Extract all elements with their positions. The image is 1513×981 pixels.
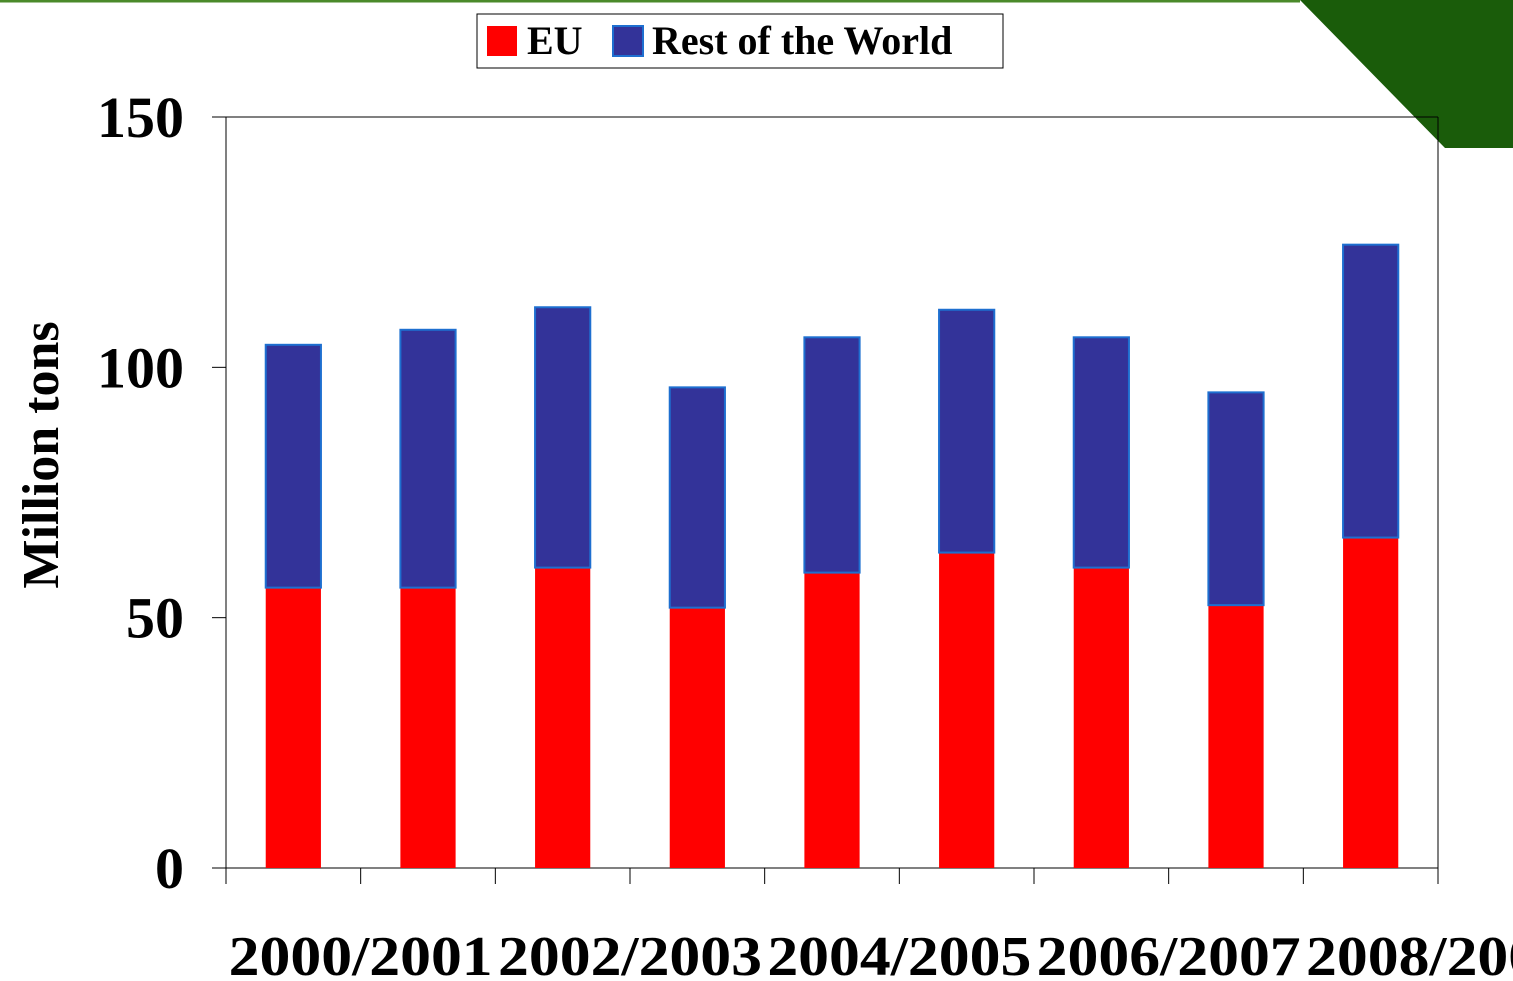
y-axis-ticks: 0 50 100 150: [97, 85, 226, 901]
legend-label-rest-of-world: Rest of the World: [652, 18, 952, 63]
y-tick-label: 50: [126, 586, 184, 651]
bar-segment-rest-of-world: [1342, 243, 1400, 539]
legend-box: [476, 13, 1004, 69]
x-tick-label: 2008/2009: [1306, 926, 1513, 981]
x-axis-ticks: 2000/2001 2002/2003 2004/2005 2006/2007 2008…: [225, 868, 1513, 981]
bar-segment-rest-of-world: [399, 328, 457, 589]
bar-segment-rest-of-world: [264, 343, 322, 589]
x-tick-label: 2002/2003: [498, 926, 762, 981]
bar-segment-eu: [1073, 567, 1129, 868]
legend: EU Rest of the World: [476, 13, 1004, 69]
bar-segment-eu: [400, 587, 456, 868]
bar-segment-rest-of-world: [803, 336, 861, 574]
bars: [264, 243, 1400, 868]
x-tick-label: 2004/2005: [767, 926, 1031, 981]
bar-segment-rest-of-world: [1072, 336, 1130, 569]
bar-segment-rest-of-world: [534, 306, 592, 569]
y-tick-label: 150: [97, 85, 184, 150]
bar-segment-eu: [1343, 537, 1399, 868]
bar-segment-eu: [265, 587, 321, 868]
bar-segment-eu: [939, 552, 995, 868]
x-tick-label: 2000/2001: [229, 926, 493, 981]
bar-segment-eu: [1208, 605, 1264, 868]
y-tick-label: 0: [155, 836, 184, 901]
legend-label-eu: EU: [527, 18, 583, 63]
bar-segment-eu: [804, 572, 860, 868]
bar-segment-rest-of-world: [938, 308, 996, 554]
legend-swatch-eu: [487, 26, 517, 56]
x-tick-label: 2006/2007: [1037, 926, 1301, 981]
bar-segment-eu: [535, 567, 591, 868]
corner-decoration: [1300, 0, 1513, 148]
y-axis-label: Million tons: [13, 321, 70, 588]
bar-segment-rest-of-world: [1207, 391, 1265, 607]
legend-swatch-rest-of-world: [612, 25, 644, 57]
y-tick-label: 100: [97, 335, 184, 400]
bar-segment-eu: [669, 607, 725, 868]
bar-segment-rest-of-world: [668, 386, 726, 609]
